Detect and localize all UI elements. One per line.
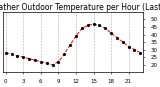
Title: Milwaukee Weather Outdoor Temperature per Hour (Last 24 Hours): Milwaukee Weather Outdoor Temperature pe… <box>0 3 160 12</box>
